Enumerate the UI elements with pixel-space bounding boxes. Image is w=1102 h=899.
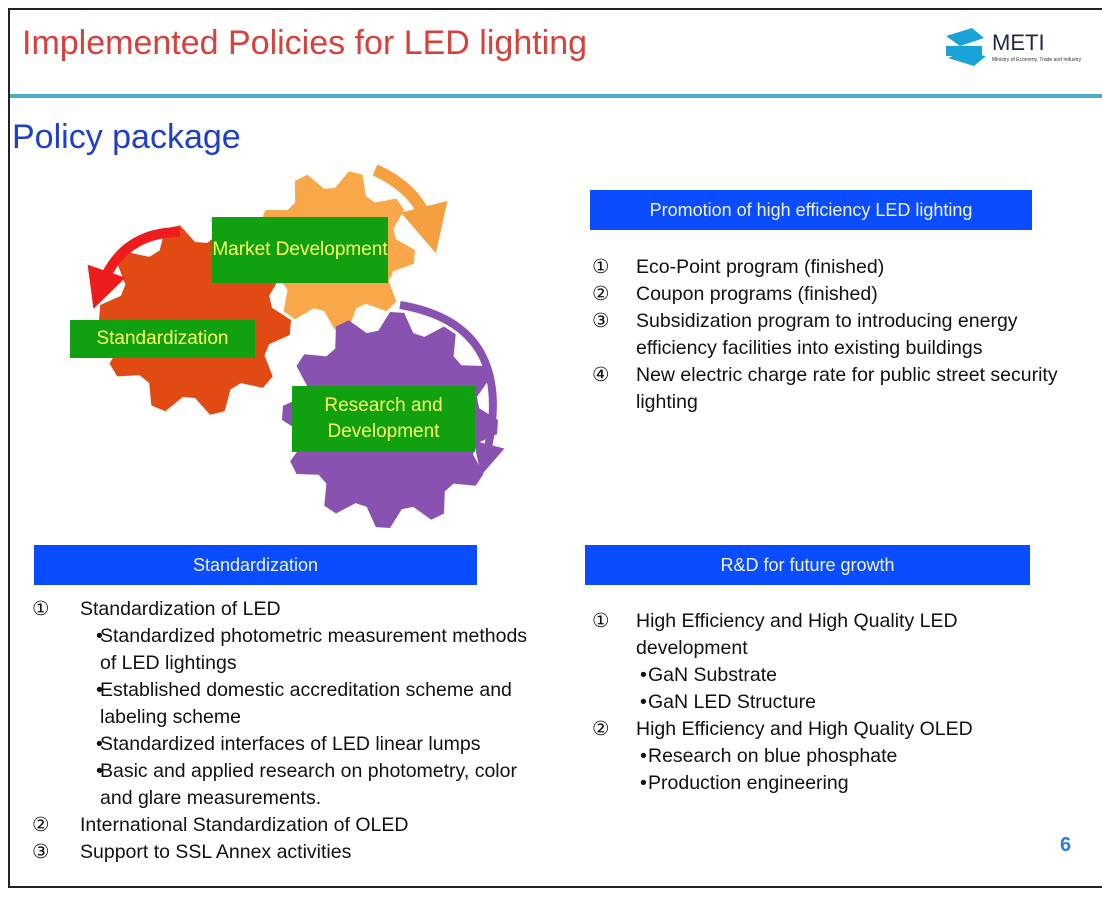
sub-item: •Production engineering — [592, 770, 1032, 797]
logo-name: METI — [992, 30, 1045, 56]
logo-subtitle: Ministry of Economy, Trade and Industry — [992, 57, 1081, 63]
list-text: High Efficiency and High Quality LED dev… — [636, 610, 958, 659]
sub-item-text: Basic and applied research on photometry… — [100, 760, 517, 809]
sub-item-text: GaN Substrate — [648, 664, 777, 686]
list-marker: ④ — [592, 362, 609, 389]
list-text: International Standardization of OLED — [80, 814, 408, 836]
list-text: Coupon programs (finished) — [636, 283, 878, 305]
list-marker: ① — [32, 596, 49, 623]
list-item: ① Eco-Point program (finished) — [592, 254, 1102, 281]
logo-icon — [942, 24, 988, 70]
list-text: Standardization of LED — [80, 598, 281, 620]
list-item: ② High Efficiency and High Quality OLED — [592, 716, 1032, 743]
sub-item: •Standardized interfaces of LED linear l… — [32, 731, 532, 758]
list-text: Support to SSL Annex activities — [80, 841, 351, 863]
list-marker: ① — [592, 608, 609, 635]
sub-item: •GaN LED Structure — [592, 689, 1032, 716]
gear-label: Market Development — [212, 217, 388, 283]
sub-item-text: Standardized interfaces of LED linear lu… — [100, 733, 480, 755]
list-text: Subsidization program to introducing ene… — [636, 310, 1018, 359]
list-item: ② Coupon programs (finished) — [592, 281, 1102, 308]
list-item: ③ Support to SSL Annex activities — [32, 839, 532, 866]
list-marker: ① — [592, 254, 609, 281]
list-marker: ② — [32, 812, 49, 839]
list-marker: ③ — [32, 839, 49, 866]
section-heading: R&D for future growth — [585, 545, 1030, 585]
bullet: • — [640, 689, 647, 716]
sub-item-text: Established domestic accreditation schem… — [100, 679, 512, 728]
slide-title: Implemented Policies for LED lighting — [22, 24, 587, 63]
section-list: ① High Efficiency and High Quality LED de… — [592, 608, 1032, 797]
list-item: ④ New electric charge rate for public str… — [592, 362, 1102, 416]
header-rule — [10, 94, 1102, 98]
section-list: ① Eco-Point program (finished) ② Coupon pro… — [592, 254, 1102, 416]
bullet: • — [640, 770, 647, 797]
sub-item: •Standardized photometric measurement me… — [32, 623, 532, 677]
list-marker: ② — [592, 716, 609, 743]
sub-item: •Established domestic accreditation sche… — [32, 677, 532, 731]
page-number: 6 — [1060, 834, 1071, 857]
gear-label: Research and Development — [292, 386, 475, 452]
list-item: ② International Standardization of OLED — [32, 812, 532, 839]
sub-item: •Research on blue phosphate — [592, 743, 1032, 770]
section-heading: Standardization — [34, 545, 477, 585]
sub-item-text: Production engineering — [648, 772, 849, 794]
list-item: ① High Efficiency and High Quality LED de… — [592, 608, 1032, 662]
section-heading: Promotion of high efficiency LED lightin… — [590, 190, 1032, 230]
slide: Implemented Policies for LED lighting ME… — [0, 0, 1102, 899]
sub-item-text: Standardized photometric measurement met… — [100, 625, 527, 674]
list-item: ① Standardization of LED — [32, 596, 532, 623]
sub-item-text: GaN LED Structure — [648, 691, 816, 713]
list-text: High Efficiency and High Quality OLED — [636, 718, 973, 740]
bullet: • — [96, 731, 103, 758]
sub-item-text: Research on blue phosphate — [648, 745, 897, 767]
sub-item: •Basic and applied research on photometr… — [32, 758, 532, 812]
bullet: • — [96, 623, 103, 650]
bullet: • — [640, 743, 647, 770]
bullet: • — [96, 758, 103, 785]
sub-item: •GaN Substrate — [592, 662, 1032, 689]
bullet: • — [640, 662, 647, 689]
list-text: Eco-Point program (finished) — [636, 256, 884, 278]
gear-label: Standardization — [70, 320, 255, 358]
list-marker: ② — [592, 281, 609, 308]
bullet: • — [96, 677, 103, 704]
list-item: ③ Subsidization program to introducing en… — [592, 308, 1102, 362]
list-text: New electric charge rate for public stre… — [636, 364, 1058, 413]
list-marker: ③ — [592, 308, 609, 335]
